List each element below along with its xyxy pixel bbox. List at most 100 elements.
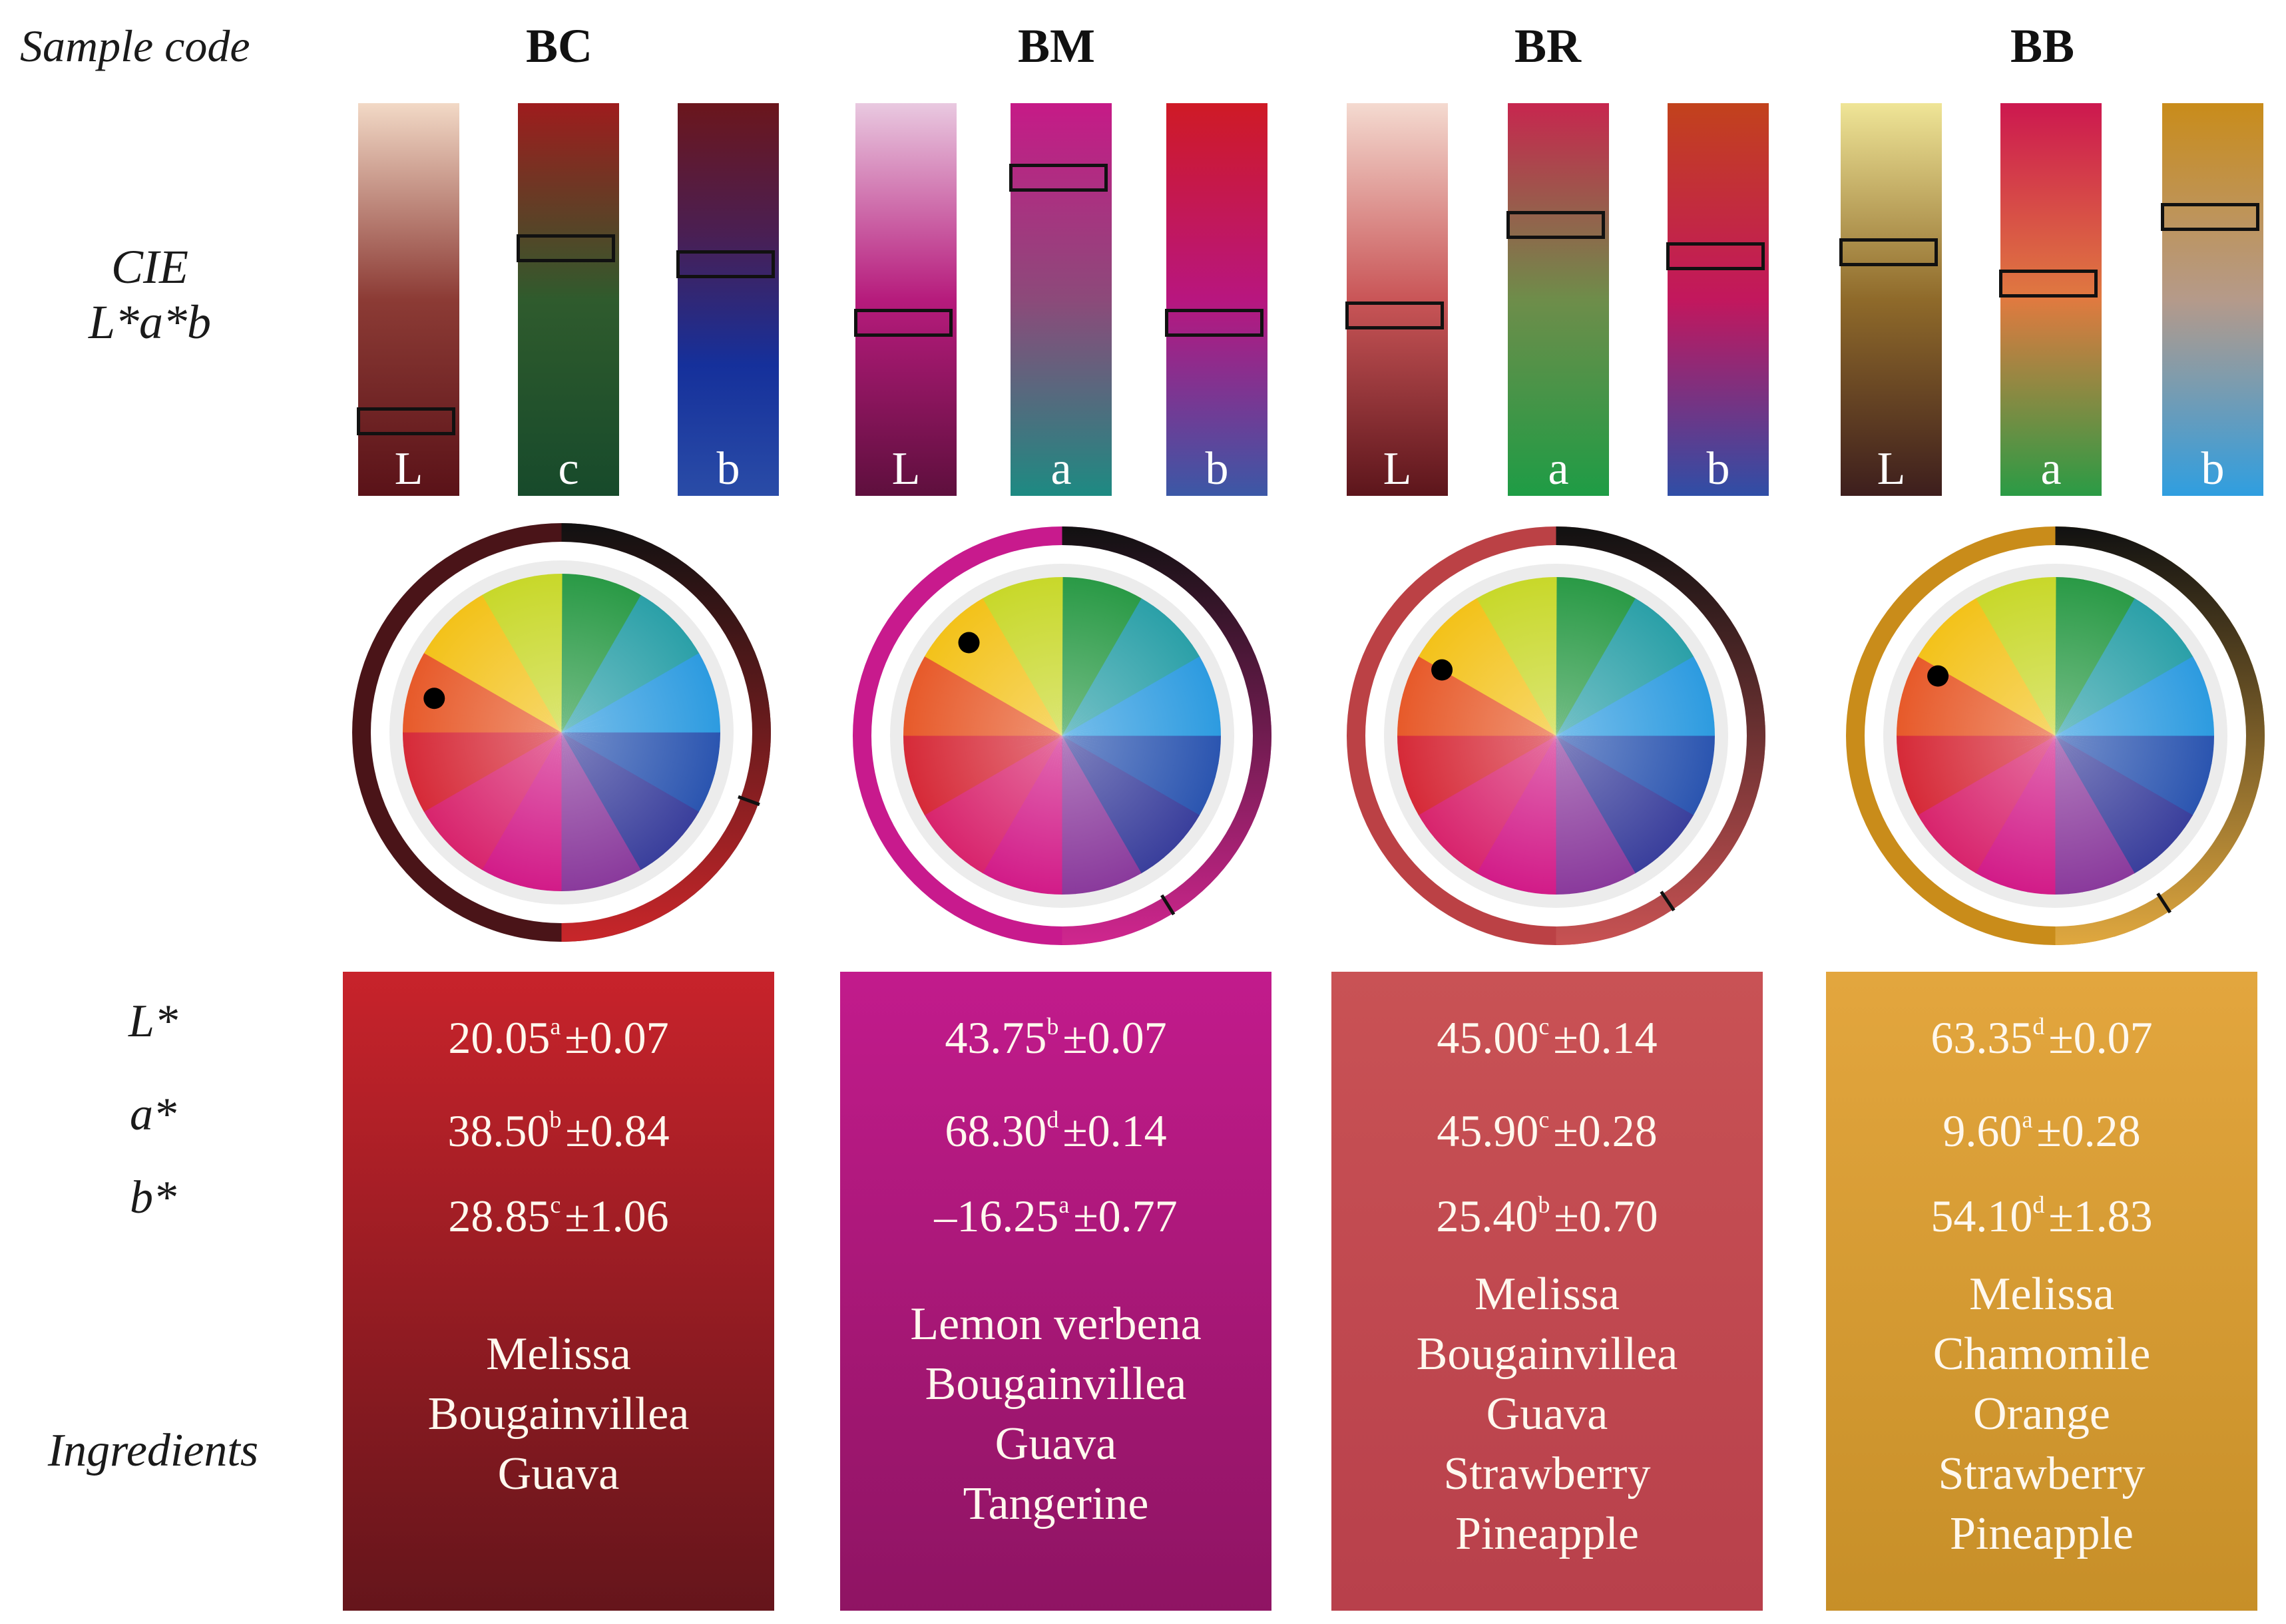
ingredient-item: Tangerine [963,1478,1149,1529]
b-significance-letter: a [1058,1191,1070,1218]
color-wheel-bb [1845,525,2266,946]
ingredient-item: Guava [1486,1388,1608,1440]
ingredient-item: Strawberry [1443,1448,1651,1500]
wheel-sample-dot [958,632,980,654]
a-value-bc: 38.50b±0.84 [343,1105,774,1157]
b-value-bm: –16.25a±0.77 [840,1190,1271,1243]
a-significance-letter: c [1538,1106,1550,1133]
wheel-pointer-line [1659,890,1676,911]
bar-letter: b [2201,443,2225,495]
sample-code-bm: BM [1018,19,1095,73]
bar-marker [854,309,953,337]
bar-letter: L [1383,443,1412,495]
b-significance-letter: c [550,1191,561,1218]
bar-letter: L [891,443,921,495]
wheel-sample-dot [1927,665,1948,687]
ingredients-list: Melissa Bougainvillea Guava [343,1218,774,1611]
l-std-dev: ±0.07 [2048,1012,2153,1063]
value-panel-bc: 20.05a±0.07 38.50b±0.84 28.85c±1.06 Melissa… [343,972,774,1611]
value-panel-bb: 63.35d±0.07 9.60a±0.28 54.10d±1.83 Melissa C… [1826,972,2257,1611]
cie-bar-br-b: b [1666,103,1769,496]
a-significance-letter: b [549,1106,562,1133]
a-mean: 38.50 [447,1106,550,1156]
wheel-center-glow [1896,576,2214,895]
bar-marker [1165,309,1263,337]
l-significance-letter: a [550,1013,561,1040]
value-panel-br: 45.00c±0.14 45.90c±0.28 25.40b±0.70 Melissa… [1331,972,1763,1611]
ingredient-item: Melissa [486,1328,631,1380]
l-value-bc: 20.05a±0.07 [343,1012,774,1064]
a-std-dev: ±0.28 [2036,1106,2141,1156]
bar-marker [1999,270,2098,298]
l-significance-letter: d [2032,1013,2045,1040]
a-significance-letter: d [1046,1106,1059,1133]
bar-letter: a [2040,443,2062,495]
cie-bar-bb-l: L [1839,103,1942,496]
cie-bar-bb-b: b [2161,103,2263,496]
b-value-bc: 28.85c±1.06 [343,1190,774,1243]
wheel-pointer-line [2156,892,2172,913]
b-value-bb: 54.10d±1.83 [1826,1190,2257,1243]
color-wheel-br [1345,525,1767,946]
cie-bar-br-a: a [1506,103,1609,496]
a-std-dev: ±0.84 [565,1106,670,1156]
a-mean: 68.30 [945,1106,1047,1156]
a-significance-letter: a [2022,1106,2033,1133]
l-mean: 45.00 [1437,1012,1539,1063]
cie-bar-bc-l: L [357,103,459,496]
sample-code-br: BR [1514,19,1582,73]
color-wheel-bc [351,522,772,943]
ingredient-item: Strawberry [1938,1448,2146,1500]
bar-marker [1506,211,1605,239]
a-value-bb: 9.60a±0.28 [1826,1105,2257,1157]
l-std-dev: ±0.07 [1062,1012,1167,1063]
b-std-dev: ±0.70 [1554,1191,1658,1241]
cie-bar-bb-a: a [1999,103,2102,496]
color-wheel-bm [851,525,1273,946]
a-mean: 9.60 [1943,1106,2022,1156]
ingredients-list: Melissa Chamomile Orange Strawberry Pineappl… [1826,1218,2257,1611]
l-mean: 43.75 [945,1012,1047,1063]
ingredient-item: Bougainvillea [427,1388,690,1440]
a-mean: 45.90 [1437,1106,1539,1156]
l-significance-letter: b [1046,1013,1059,1040]
bar-letter: b [716,443,740,495]
ingredient-item: Lemon verbena [910,1299,1202,1350]
l-value-bm: 43.75b±0.07 [840,1012,1271,1064]
b-significance-letter: b [1538,1191,1550,1218]
b-significance-letter: d [2032,1191,2045,1218]
bar-letter: b [1706,443,1730,495]
ingredient-item: Pineapple [1455,1508,1640,1559]
bar-letter: L [394,443,423,495]
bar-letter: a [1548,443,1569,495]
l-std-dev: ±0.07 [565,1012,669,1063]
bar-marker [357,407,455,435]
cie-bar-br-l: L [1345,103,1448,496]
bar-marker [1345,302,1444,329]
ingredients-list: Melissa Bougainvillea Guava Strawberry Pinea… [1331,1218,1763,1611]
a-std-dev: ±0.14 [1062,1106,1167,1156]
ingredient-item: Orange [1972,1388,2110,1440]
sample-code-bb: BB [2010,19,2075,73]
wheel-pointer-line [1160,894,1175,915]
b-mean: 54.10 [1931,1191,2033,1241]
a-value-br: 45.90c±0.28 [1331,1105,1763,1157]
wheel-sample-dot [423,687,445,709]
bar-letter: b [1205,443,1229,495]
bar-marker [1666,242,1765,270]
row-label-l: L* [128,996,178,1047]
bar-letter: a [1050,443,1072,495]
ingredient-item: Chamomile [1933,1328,2151,1380]
ingredient-item: Melissa [1475,1269,1620,1320]
row-label-cie-line2: L*a*b [88,295,212,349]
l-value-br: 45.00c±0.14 [1331,1012,1763,1064]
l-mean: 20.05 [448,1012,551,1063]
value-panel-bm: 43.75b±0.07 68.30d±0.14 –16.25a±0.77 Lemon … [840,972,1271,1611]
wheel-pointer-line [737,795,760,806]
b-mean: 25.40 [1436,1191,1538,1241]
ingredient-item: Bougainvillea [925,1358,1187,1410]
row-label-cie-line1: CIE [111,240,188,294]
ingredient-item: Guava [995,1418,1117,1470]
cie-bar-bm-b: b [1165,103,1267,496]
